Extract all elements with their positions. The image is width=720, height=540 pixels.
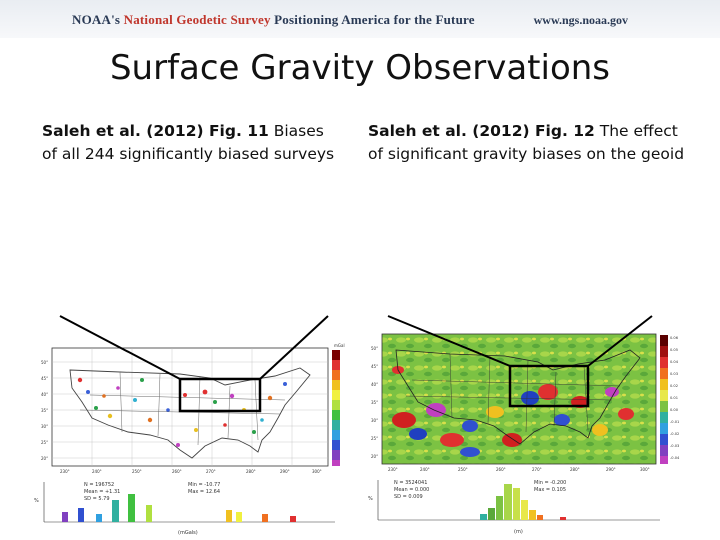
cbar-tick: -0.04 xyxy=(670,456,680,460)
y-tick: 45° xyxy=(371,364,378,369)
x-tick: 240° xyxy=(92,469,102,474)
x-tick: 300° xyxy=(640,467,650,472)
geoid-histogram xyxy=(377,480,660,521)
geoid-stats: N = 3524041 Mean = 0.000 SD = 0.009 Min … xyxy=(394,480,566,500)
geoid-colorbar-ticks: 0.06 0.05 0.04 0.03 0.02 0.01 0.00 -0.01… xyxy=(670,336,680,460)
x-tick: 280° xyxy=(246,469,256,474)
bias-map-frame xyxy=(51,347,329,467)
y-tick: 25° xyxy=(41,440,48,445)
y-tick: 20° xyxy=(371,454,378,459)
x-tick: 270° xyxy=(532,467,542,472)
cbar-tick: -0.03 xyxy=(670,444,679,448)
org-name: National Geodetic Survey xyxy=(123,12,271,27)
geoid-anomaly-blobs xyxy=(392,366,634,457)
x-tick: 280° xyxy=(570,467,580,472)
y-tick: 25° xyxy=(371,436,378,441)
cbar-tick: 0.02 xyxy=(670,384,678,388)
stat-line: N = 3524041 xyxy=(394,480,427,486)
tagline: Positioning America for the Future xyxy=(270,12,475,27)
stat-line: N = 196752 xyxy=(84,482,114,488)
stat-line: Max = 0.105 xyxy=(534,487,566,493)
bias-survey-dots xyxy=(77,377,287,447)
geoid-hist-y-label: % xyxy=(368,496,373,502)
callout-line xyxy=(587,315,653,367)
bias-colorbar xyxy=(332,350,340,466)
x-tick: 250° xyxy=(458,467,468,472)
stat-line: SD = 5.79 xyxy=(84,496,110,502)
callout-lines xyxy=(59,315,653,380)
callout-line xyxy=(259,315,329,380)
y-tick: 30° xyxy=(371,418,378,423)
stat-line: Max = 12.64 xyxy=(188,489,220,495)
y-tick: 40° xyxy=(41,392,48,397)
x-tick: 260° xyxy=(172,469,182,474)
cbar-tick: 0.03 xyxy=(670,372,678,376)
callout-line xyxy=(59,315,181,380)
y-tick: 45° xyxy=(41,376,48,381)
geoid-map-y-ticks: 50° 45° 40° 35° 30° 25° 20° xyxy=(371,346,378,459)
x-tick: 250° xyxy=(132,469,142,474)
us-outline-left xyxy=(69,367,311,459)
bias-map-x-ticks: 230° 240° 250° 260° 270° 280° 290° 300° xyxy=(60,469,322,474)
bias-hist-axis-label: (mGals) xyxy=(178,530,198,536)
geoid-colorbar xyxy=(660,335,668,464)
stat-line: Mean = +1.31 xyxy=(84,489,120,495)
callout-line xyxy=(387,315,511,367)
cbar-tick: -0.02 xyxy=(670,432,679,436)
great-lakes-callout-box-right xyxy=(508,364,590,408)
bias-hist-y-label: % xyxy=(34,498,39,504)
stat-line: SD = 0.009 xyxy=(394,494,423,500)
y-tick: 50° xyxy=(371,346,378,351)
stat-line: Min = -0.200 xyxy=(534,480,566,486)
header-banner: NOAA's National Geodetic Survey Position… xyxy=(0,0,720,38)
x-tick: 230° xyxy=(388,467,398,472)
right-caption-text: The effect of significant gravity biases… xyxy=(368,122,685,163)
y-tick: 35° xyxy=(41,408,48,413)
y-tick: 20° xyxy=(41,456,48,461)
y-tick: 50° xyxy=(41,360,48,365)
left-citation: Saleh et al. (2012) Fig. 11 xyxy=(42,122,269,140)
x-tick: 290° xyxy=(606,467,616,472)
bias-histogram xyxy=(43,482,335,523)
y-tick: 40° xyxy=(371,382,378,387)
y-tick: 30° xyxy=(41,424,48,429)
stat-line: Mean = 0.000 xyxy=(394,487,429,493)
right-caption: Saleh et al. (2012) Fig. 12 The effect o… xyxy=(368,120,688,166)
stat-line: Min = -10.77 xyxy=(188,482,220,488)
cbar-tick: 0.05 xyxy=(670,348,678,352)
right-citation: Saleh et al. (2012) Fig. 12 xyxy=(368,122,595,140)
geoid-map-x-ticks: 230° 240° 250° 260° 270° 280° 290° 300° xyxy=(388,467,650,472)
geoid-hist-axis-label: (m) xyxy=(514,529,523,535)
left-caption-text: Biases of all 244 significantly biased s… xyxy=(42,122,335,163)
y-tick: 35° xyxy=(371,400,378,405)
x-tick: 230° xyxy=(60,469,70,474)
cbar-tick: -0.01 xyxy=(670,420,679,424)
x-tick: 240° xyxy=(420,467,430,472)
website-url[interactable]: www.ngs.noaa.gov xyxy=(533,13,628,27)
bias-colorbar-unit: mGal xyxy=(334,343,345,348)
left-caption: Saleh et al. (2012) Fig. 11 Biases of al… xyxy=(42,120,342,166)
slide-title: Surface Gravity Observations xyxy=(109,48,611,88)
cbar-tick: 0.00 xyxy=(670,408,679,412)
x-tick: 260° xyxy=(496,467,506,472)
cbar-tick: 0.06 xyxy=(670,336,679,340)
cbar-tick: 0.01 xyxy=(670,396,678,400)
x-tick: 300° xyxy=(312,469,322,474)
cbar-tick: 0.04 xyxy=(670,360,679,364)
bias-map-y-ticks: 50° 45° 40° 35° 30° 25° 20° xyxy=(41,360,48,461)
bias-stats: N = 196752 Mean = +1.31 SD = 5.79 Min = … xyxy=(84,482,220,502)
x-tick: 290° xyxy=(280,469,290,474)
x-tick: 270° xyxy=(206,469,216,474)
bias-map-figure: mGal 230° 240° 250° 260° 270° 280° 290° … xyxy=(34,343,345,536)
geoid-effect-figure: 0.06 0.05 0.04 0.03 0.02 0.01 0.00 -0.01… xyxy=(368,333,680,535)
great-lakes-callout-box-left xyxy=(178,377,262,413)
ngs-logo-text: NOAA's National Geodetic Survey Position… xyxy=(72,12,475,28)
org-prefix: NOAA's xyxy=(72,12,124,27)
